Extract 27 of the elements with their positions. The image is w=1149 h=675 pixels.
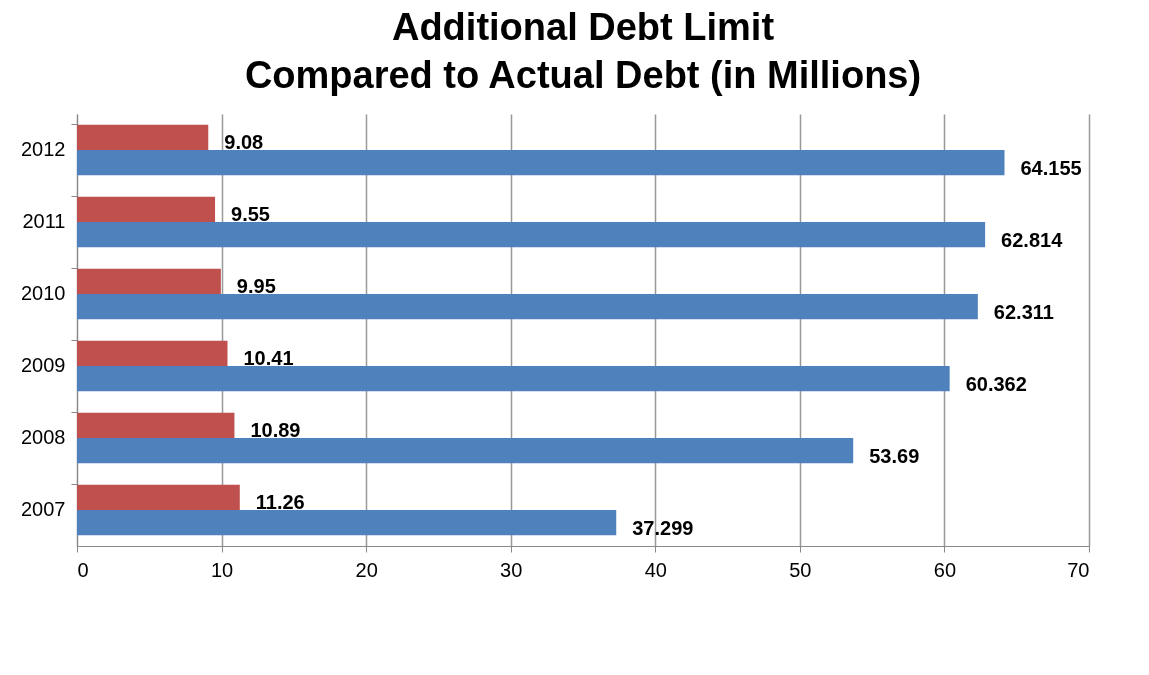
- x-tick-label: 20: [355, 558, 378, 581]
- data-label: 62.814: [1001, 228, 1064, 251]
- x-tick-label: 50: [789, 558, 812, 581]
- data-label: 60.362: [965, 372, 1027, 395]
- data-label: 9.55: [231, 203, 270, 226]
- data-label: 10.89: [250, 419, 301, 442]
- y-tick-label: 2008: [21, 426, 66, 448]
- y-tick-label: 2007: [21, 498, 66, 520]
- x-tick-label: 10: [210, 558, 234, 581]
- data-label: 62.311: [993, 300, 1054, 323]
- data-label: 11.26: [255, 491, 305, 514]
- chart-title: Additional Debt Limit Compared to Actual Debt (in Millions): [244, 6, 922, 96]
- data-label: 37.299: [632, 516, 694, 539]
- x-tick-label: 70: [1067, 558, 1090, 581]
- y-tick-label: 2012: [21, 138, 66, 160]
- x-tick-label: 40: [644, 558, 667, 581]
- data-label: 9.08: [224, 131, 264, 154]
- data-label: 64.155: [1020, 156, 1082, 179]
- x-tick-label: 60: [933, 558, 957, 581]
- data-label: 10.41: [243, 347, 294, 370]
- y-tick-label: 2011: [22, 210, 66, 232]
- data-label: 9.95: [236, 275, 276, 298]
- data-label: 53.69: [869, 444, 920, 467]
- y-tick-label: 2009: [21, 354, 66, 376]
- x-tick-label: 0: [77, 558, 89, 581]
- y-tick-label: 2010: [21, 282, 66, 304]
- x-tick-label: 30: [500, 558, 523, 581]
